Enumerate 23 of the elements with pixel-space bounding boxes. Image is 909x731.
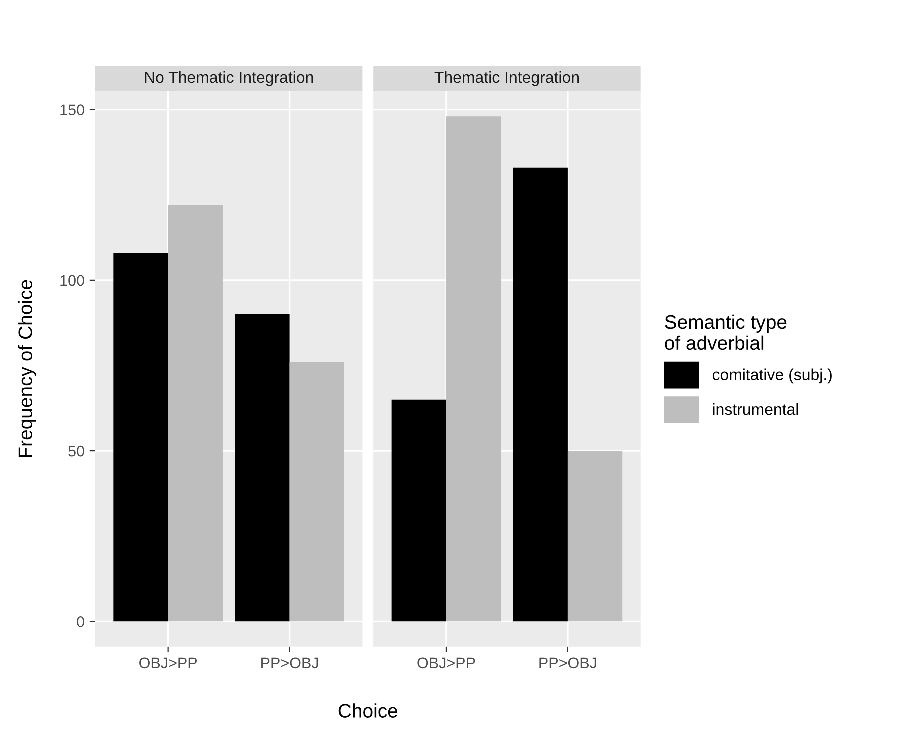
y-tick-label: 150 xyxy=(60,104,84,116)
bar xyxy=(513,168,568,622)
y-axis-title: Frequency of Choice xyxy=(18,280,36,458)
chart-title: Thematic Integration xyxy=(434,71,579,86)
x-tick-label: OBJ>PP xyxy=(140,658,198,669)
bar xyxy=(290,362,344,622)
bar xyxy=(446,116,502,622)
y-tick-label: 50 xyxy=(68,446,84,457)
chart-title: No Thematic Integration xyxy=(145,71,314,86)
bar xyxy=(235,314,290,622)
bar xyxy=(568,451,623,622)
legend-label: comitative (subj.) xyxy=(712,368,832,384)
bar xyxy=(392,400,446,622)
x-axis-title: Choice xyxy=(338,704,398,718)
bar xyxy=(114,253,168,622)
x-tick-label: PP>OBJ xyxy=(540,658,596,669)
y-tick-label: 0 xyxy=(77,616,84,628)
legend-title: Semantic type of adverbial xyxy=(665,314,787,350)
y-tick-label: 100 xyxy=(60,275,84,286)
x-tick-label: OBJ>PP xyxy=(418,658,476,669)
x-tick-label: PP>OBJ xyxy=(262,658,318,669)
legend-label: instrumental xyxy=(713,403,798,416)
bar xyxy=(168,205,223,622)
